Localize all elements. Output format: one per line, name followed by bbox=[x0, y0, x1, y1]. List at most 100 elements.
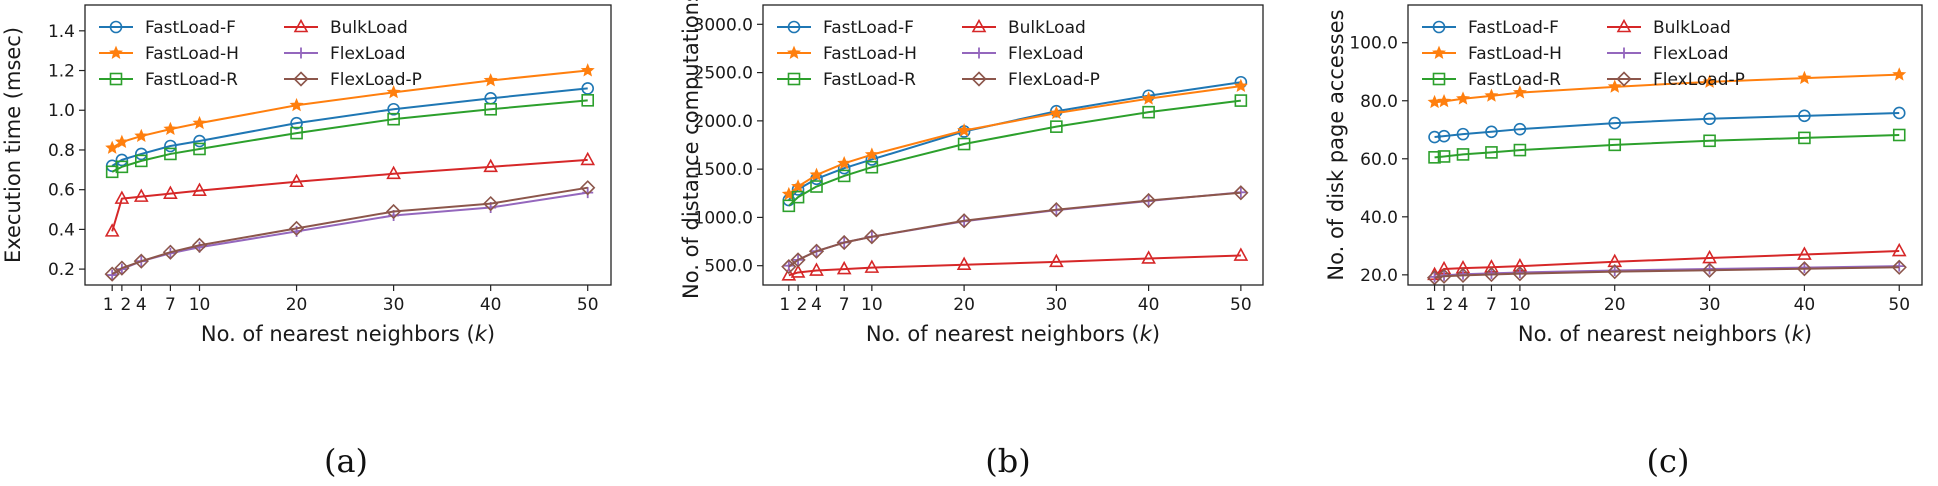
point-bulkload-k30-marker bbox=[1702, 249, 1717, 264]
legend-item-bulkload: BulkLoad bbox=[284, 18, 408, 38]
point-fastload-f-k10-marker bbox=[1513, 122, 1527, 136]
point-fastload-h-k10-marker bbox=[864, 147, 879, 161]
x-tick-label: 4 bbox=[811, 295, 822, 315]
point-flexload-p-k4-marker bbox=[1455, 267, 1471, 284]
point-bulkload-k1-marker bbox=[104, 223, 120, 237]
point-bulkload-k20-marker bbox=[956, 256, 972, 271]
x-tick-label: 7 bbox=[1486, 295, 1497, 315]
series-fastload-h bbox=[781, 78, 1248, 201]
point-fastload-f-k10-marker bbox=[193, 134, 206, 148]
series-bulkload bbox=[781, 247, 1249, 281]
x-tick-label: 10 bbox=[1509, 295, 1531, 315]
point-flexload-p-k30-marker bbox=[1701, 262, 1718, 278]
y-axis-title: No. of disk page accesses bbox=[1324, 9, 1348, 280]
point-bulkload-k4-marker bbox=[133, 188, 149, 202]
point-fastload-f-k50-marker bbox=[1892, 106, 1906, 120]
point-fastload-r-k2-marker bbox=[1437, 150, 1451, 163]
point-flexload-p-k40-marker bbox=[483, 195, 499, 212]
legend-item-flexload: FlexLoad bbox=[284, 44, 406, 64]
legend-label: FastLoad-H bbox=[145, 44, 239, 64]
x-tick-label: 4 bbox=[136, 295, 147, 315]
y-tick-label: 100.0 bbox=[1349, 34, 1398, 54]
x-tick-label: 30 bbox=[1699, 295, 1721, 315]
y-tick-label: 1000.0 bbox=[694, 208, 753, 228]
point-fastload-h-k10-marker bbox=[192, 115, 207, 130]
point-bulkload-k30-marker bbox=[386, 165, 401, 180]
series-fastload-h bbox=[1427, 67, 1907, 109]
point-fastload-f-k2-marker bbox=[115, 153, 129, 167]
x-tick-label: 7 bbox=[839, 295, 850, 315]
point-flexload-p-k40-marker bbox=[1796, 261, 1813, 277]
point-fastload-f-k20-marker bbox=[290, 116, 303, 130]
legend-label: FastLoad-H bbox=[1468, 44, 1562, 64]
panel-caption: (a) bbox=[324, 442, 368, 480]
legend: FastLoad-F FastLoad-H FastLoad-R BulkLoad Fl… bbox=[99, 18, 422, 90]
point-fastload-h-k30-marker bbox=[1049, 105, 1064, 120]
point-flexload-p-k50-marker bbox=[580, 180, 596, 196]
y-tick-label: 60.0 bbox=[1360, 150, 1398, 170]
y-tick-label: 1.4 bbox=[48, 22, 75, 42]
x-tick-label: 20 bbox=[953, 295, 975, 315]
legend-marker bbox=[787, 72, 801, 86]
x-tick-label: 10 bbox=[861, 295, 883, 315]
x-tick-label: 30 bbox=[1046, 295, 1068, 315]
series-line-fastload-f bbox=[1434, 111, 1900, 139]
x-tick-label: 50 bbox=[1230, 295, 1252, 315]
y-tick-label: 2000.0 bbox=[694, 112, 753, 132]
legend-label: FastLoad-F bbox=[1468, 18, 1559, 38]
x-tick-label: 2 bbox=[1443, 295, 1454, 315]
legend-item-flexload: FlexLoad bbox=[962, 44, 1084, 64]
point-fastload-r-k7-marker bbox=[164, 147, 177, 161]
point-flexload-p-k10-marker bbox=[191, 237, 208, 253]
legend-label: FlexLoad-P bbox=[330, 70, 422, 90]
legend-item-bulkload: BulkLoad bbox=[1607, 18, 1731, 38]
series-line-fastload-r bbox=[1434, 133, 1900, 159]
point-flexload-p-k7-marker bbox=[836, 234, 852, 251]
series-flexload-p bbox=[781, 185, 1249, 275]
point-flexload-k20-marker bbox=[1609, 264, 1621, 276]
legend-label: FlexLoad-P bbox=[1008, 70, 1100, 90]
x-tick-label: 1 bbox=[779, 295, 790, 315]
plot-frame bbox=[762, 4, 1264, 286]
point-bulkload-k20-marker bbox=[289, 173, 304, 188]
point-fastload-f-k4-marker bbox=[1456, 127, 1470, 141]
legend-label: BulkLoad bbox=[1653, 18, 1731, 38]
legend-marker bbox=[109, 20, 123, 34]
point-fastload-f-k2-marker bbox=[1437, 129, 1451, 143]
legend-item-fastload-h: FastLoad-H bbox=[777, 44, 917, 64]
point-fastload-h-k4-marker bbox=[1456, 91, 1470, 105]
series-line-fastload-f bbox=[788, 81, 1242, 201]
legend-label: BulkLoad bbox=[330, 18, 408, 38]
x-tick-label: 1 bbox=[103, 295, 114, 315]
legend-label: FlexLoad bbox=[1653, 44, 1729, 64]
x-tick-label: 4 bbox=[1458, 295, 1469, 315]
panel-caption: (b) bbox=[985, 442, 1030, 480]
legend-label: FastLoad-R bbox=[145, 70, 238, 90]
point-fastload-r-k20-marker bbox=[1608, 138, 1622, 152]
x-axis-title: No. of nearest neighbors (k) bbox=[1518, 322, 1812, 346]
point-fastload-r-k50-marker bbox=[581, 94, 595, 107]
point-fastload-h-k1-marker bbox=[1427, 94, 1442, 109]
point-flexload-p-k7-marker bbox=[162, 244, 179, 260]
series-fastload-f bbox=[782, 75, 1248, 207]
legend-item-flexload-p: FlexLoad-P bbox=[1607, 70, 1745, 90]
point-flexload-k50-marker bbox=[582, 187, 594, 199]
series-line-flexload-p bbox=[111, 186, 588, 275]
y-tick-label: 0.6 bbox=[48, 181, 75, 201]
point-fastload-r-k7-marker bbox=[837, 169, 851, 183]
y-tick-label: 40.0 bbox=[1360, 208, 1398, 228]
legend-marker bbox=[109, 72, 123, 86]
point-fastload-f-k7-marker bbox=[1485, 125, 1498, 139]
y-tick-label: 500.0 bbox=[704, 257, 753, 277]
x-tick-label: 2 bbox=[797, 295, 808, 315]
point-flexload-p-k30-marker bbox=[385, 203, 402, 220]
series-line-fastload-r bbox=[788, 99, 1241, 207]
series-fastload-r bbox=[105, 94, 595, 179]
legend-marker bbox=[1432, 20, 1446, 34]
legend-item-flexload-p: FlexLoad-P bbox=[284, 70, 422, 90]
x-tick-label: 40 bbox=[1794, 295, 1816, 315]
x-tick-label: 20 bbox=[286, 295, 308, 315]
y-tick-label: 0.4 bbox=[48, 220, 75, 240]
x-tick-label: 7 bbox=[165, 295, 176, 315]
